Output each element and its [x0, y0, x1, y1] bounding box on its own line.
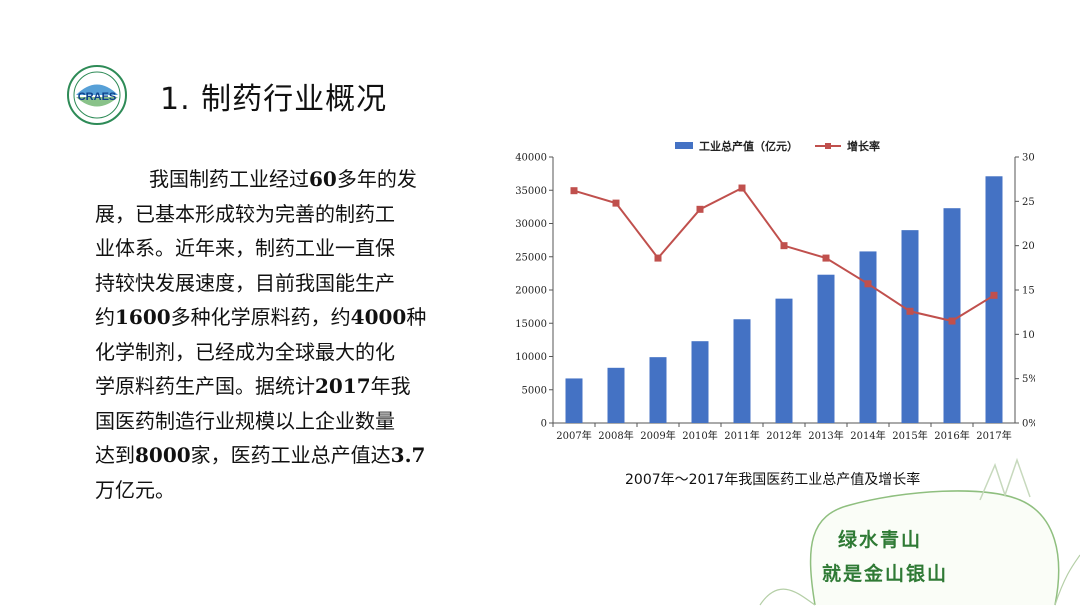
y-tick-label: 40000: [515, 153, 547, 164]
craes-logo: CRAES: [66, 64, 128, 126]
y-tick-label: 35000: [515, 186, 547, 197]
paragraph-line: 学原料药生产国。据统计2017年我: [95, 374, 411, 398]
growth-rate-point: [654, 254, 662, 262]
legend-bar-swatch: [675, 142, 693, 149]
bar: [985, 176, 1003, 423]
x-tick-label: 2014年: [850, 429, 885, 442]
x-tick-label: 2009年: [640, 429, 675, 442]
slogan-line-1: 绿水青山: [838, 529, 923, 551]
paragraph-line: 我国制药工业经过60多年的发: [149, 167, 417, 191]
bar: [733, 319, 751, 423]
paragraph-line: 约1600多种化学原料药，约4000种: [95, 305, 427, 329]
y2-tick-label: 25%: [1022, 197, 1035, 208]
paragraph-line: 化学制剂，已经成为全球最大的化: [95, 339, 395, 364]
y2-tick-label: 15%: [1022, 286, 1035, 297]
x-tick-label: 2012年: [766, 429, 801, 442]
y-tick-label: 10000: [515, 352, 547, 363]
bar: [607, 367, 625, 423]
growth-rate-point: [948, 317, 956, 325]
paragraph-line: 展，已基本形成较为完善的制药工: [95, 201, 395, 226]
slogan-line-2: 就是金山银山: [822, 563, 949, 585]
legend-bar-label: 工业总产值（亿元）: [699, 139, 798, 153]
growth-rate-point: [570, 187, 578, 195]
bar: [691, 341, 709, 423]
y2-tick-label: 30%: [1022, 153, 1035, 164]
paragraph-line: 国医药制造行业规模以上企业数量: [95, 408, 395, 433]
growth-rate-point: [906, 307, 914, 315]
x-tick-label: 2011年: [724, 429, 759, 442]
bar: [859, 251, 877, 423]
paragraph-line: 万亿元。: [95, 477, 175, 502]
y-tick-label: 25000: [515, 252, 547, 263]
growth-rate-point: [990, 291, 998, 299]
paragraph-line: 持较快发展速度，目前我国能生产: [95, 270, 395, 295]
y2-tick-label: 0%: [1022, 419, 1035, 430]
legend-line-marker: [825, 143, 831, 149]
x-tick-label: 2015年: [892, 429, 927, 442]
x-tick-label: 2013年: [808, 429, 843, 442]
y2-tick-label: 10%: [1022, 330, 1035, 341]
x-tick-label: 2008年: [598, 429, 633, 442]
bar: [943, 208, 961, 423]
y-tick-label: 5000: [522, 385, 547, 396]
growth-rate-point: [696, 205, 704, 213]
y-tick-label: 15000: [515, 319, 547, 330]
y2-tick-label: 20%: [1022, 241, 1035, 252]
paragraph-line: 业体系。近年来，制药工业一直保: [95, 236, 395, 260]
mountain-decoration: [759, 457, 1080, 606]
bar: [649, 357, 667, 423]
logo-text: CRAES: [78, 91, 117, 103]
growth-rate-point: [864, 280, 872, 288]
chart-caption: 2007年～2017年我国医药工业总产值及增长率: [625, 472, 921, 488]
slide-title: 1. 制药行业概况: [160, 82, 388, 117]
output-growth-chart: 0 5000 10000 15000 20000 25000 30000 35000 40000…: [515, 139, 1035, 442]
legend-line-label: 增长率: [847, 139, 880, 153]
y-tick-label: 30000: [515, 219, 547, 230]
growth-rate-point: [822, 254, 830, 262]
bar: [817, 274, 835, 423]
bar: [565, 378, 583, 423]
growth-rate-point: [738, 184, 746, 192]
x-tick-label: 2010年: [682, 429, 717, 442]
paragraph-line: 达到8000家，医药工业总产值达3.7: [95, 443, 426, 467]
x-tick-label: 2016年: [934, 429, 969, 442]
y2-tick-label: 5%: [1022, 374, 1035, 385]
x-tick-label: 2007年: [556, 429, 591, 442]
body-paragraph: 我国制药工业经过60多年的发展，已基本形成较为完善的制药工 业体系。近年来，制药工…: [95, 162, 467, 507]
x-tick-label: 2017年: [976, 429, 1011, 442]
y-tick-label: 0: [541, 419, 547, 430]
growth-rate-point: [612, 199, 620, 207]
y-tick-label: 20000: [515, 286, 547, 297]
growth-rate-point: [780, 242, 788, 250]
bar: [901, 230, 919, 423]
bar: [775, 298, 793, 423]
